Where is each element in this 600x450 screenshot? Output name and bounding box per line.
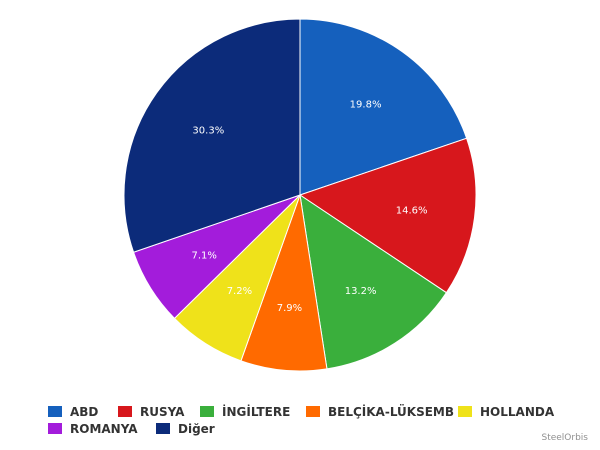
slice-data-label: 7.9% [277,303,302,314]
slice-data-label: 14.6% [396,206,428,217]
legend-swatch [48,406,62,417]
pie-slice-labels: 19.8% 14.6% 13.2% 7.9% 7.2% 7.1% 30.3% [192,99,428,314]
pie-slice-i̇ngi̇ltere [299,193,448,370]
legend-item[interactable]: HOLLANDA [458,404,554,420]
legend-swatch [200,406,214,417]
legend-item[interactable]: BELÇİKA-LÜKSEMB [306,404,454,420]
legend-label: BELÇİKA-LÜKSEMB [328,405,455,419]
legend-label: ROMANYA [70,422,138,436]
legend-item[interactable]: ABD [48,404,98,420]
credit-text: SteelOrbis [541,433,588,443]
slice-data-label: 30.3% [192,126,224,137]
legend-item[interactable]: ROMANYA [48,421,138,437]
legend-label: HOLLANDA [480,405,555,419]
legend-label: RUSYA [140,405,185,419]
pie-slices [123,18,477,372]
pie-slice-diğer [123,18,301,253]
legend-swatch [156,423,170,434]
legend-swatch [458,406,472,417]
legend-item[interactable]: RUSYA [118,404,184,420]
slice-data-label: 13.2% [345,286,377,297]
legend-label: Diğer [178,422,215,436]
legend-swatch [306,406,320,417]
pie-slice-rusya [298,137,477,294]
slice-data-label: 19.8% [350,99,382,110]
slice-data-label: 7.2% [227,286,252,297]
slice-data-label: 7.1% [192,250,217,261]
legend-label: İNGİLTERE [222,405,291,419]
pie-slice-abd [299,18,468,196]
legend-swatch [48,423,62,434]
legend-label: ABD [70,405,99,419]
legend-item[interactable]: İNGİLTERE [200,404,290,420]
legend-swatch [118,406,132,417]
legend-item[interactable]: Diğer [156,421,215,437]
